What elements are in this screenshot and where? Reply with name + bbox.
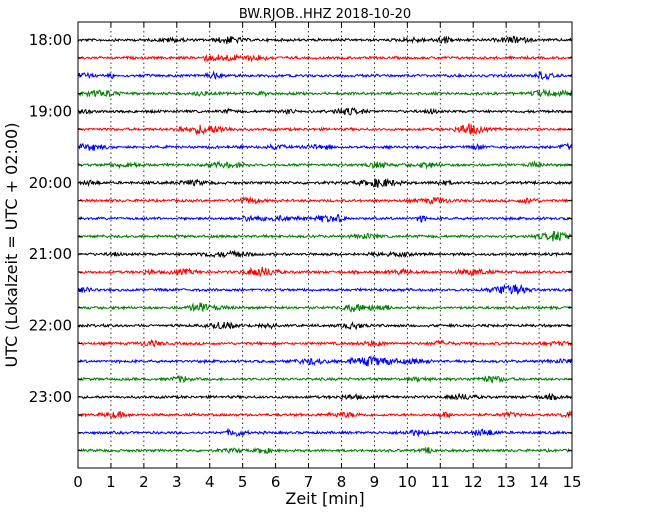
trace-line: [77, 107, 573, 116]
x-tick-labels: 0 1 2 3 4 5 6 7 8 9 10 11 12 13 14 15: [73, 473, 581, 491]
trace-line: [77, 231, 573, 242]
ticks: [77, 22, 573, 468]
trace-line: [77, 320, 573, 331]
chart-title: BW.RJOB..HHZ 2018-10-20: [239, 7, 411, 22]
trace-line: [77, 302, 573, 313]
trace-line: [77, 123, 573, 136]
traces: [77, 35, 573, 454]
trace-line: [77, 446, 573, 454]
trace-line: [77, 142, 573, 152]
y-tick-labels: 18:00 19:00 20:00 21:00 22:00 23:00: [29, 31, 72, 406]
trace-line: [77, 35, 573, 45]
x-axis-label: Zeit [min]: [285, 489, 364, 508]
trace-line: [77, 214, 573, 223]
x-tick-label: 10: [398, 473, 417, 491]
x-tick-label: 4: [205, 473, 215, 491]
x-tick-label: 13: [497, 473, 516, 491]
trace-line: [77, 195, 573, 205]
trace-line: [77, 354, 573, 367]
x-tick-label: 3: [172, 473, 182, 491]
plot-frame: [77, 21, 573, 469]
trace-line: [77, 283, 573, 295]
y-tick-label: 22:00: [29, 317, 72, 335]
x-tick-label: 5: [238, 473, 248, 491]
trace-line: [77, 410, 573, 420]
y-tick-label: 21:00: [29, 245, 72, 263]
x-tick-label: 0: [73, 473, 83, 491]
trace-line: [77, 70, 573, 81]
y-tick-label: 19:00: [29, 102, 72, 120]
trace-line: [77, 177, 573, 188]
y-tick-label: 20:00: [29, 174, 72, 192]
trace-line: [77, 266, 573, 278]
x-tick-label: 2: [139, 473, 149, 491]
trace-line: [77, 249, 573, 259]
x-tick-label: 8: [337, 473, 347, 491]
trace-line: [77, 375, 573, 384]
trace-line: [77, 88, 573, 98]
trace-line: [77, 392, 573, 401]
y-tick-label: 23:00: [29, 388, 72, 406]
x-tick-label: 12: [464, 473, 483, 491]
y-axis-label: UTC (Lokalzeit = UTC + 02:00): [2, 123, 21, 368]
x-tick-label: 15: [562, 473, 581, 491]
trace-line: [77, 53, 573, 63]
x-tick-label: 11: [431, 473, 450, 491]
x-tick-label: 14: [530, 473, 549, 491]
x-tick-label: 1: [106, 473, 116, 491]
x-tick-label: 7: [304, 473, 314, 491]
trace-line: [77, 338, 573, 348]
x-tick-label: 6: [271, 473, 281, 491]
trace-line: [77, 427, 573, 438]
y-tick-label: 18:00: [29, 31, 72, 49]
trace-line: [77, 159, 573, 170]
x-tick-label: 9: [370, 473, 380, 491]
